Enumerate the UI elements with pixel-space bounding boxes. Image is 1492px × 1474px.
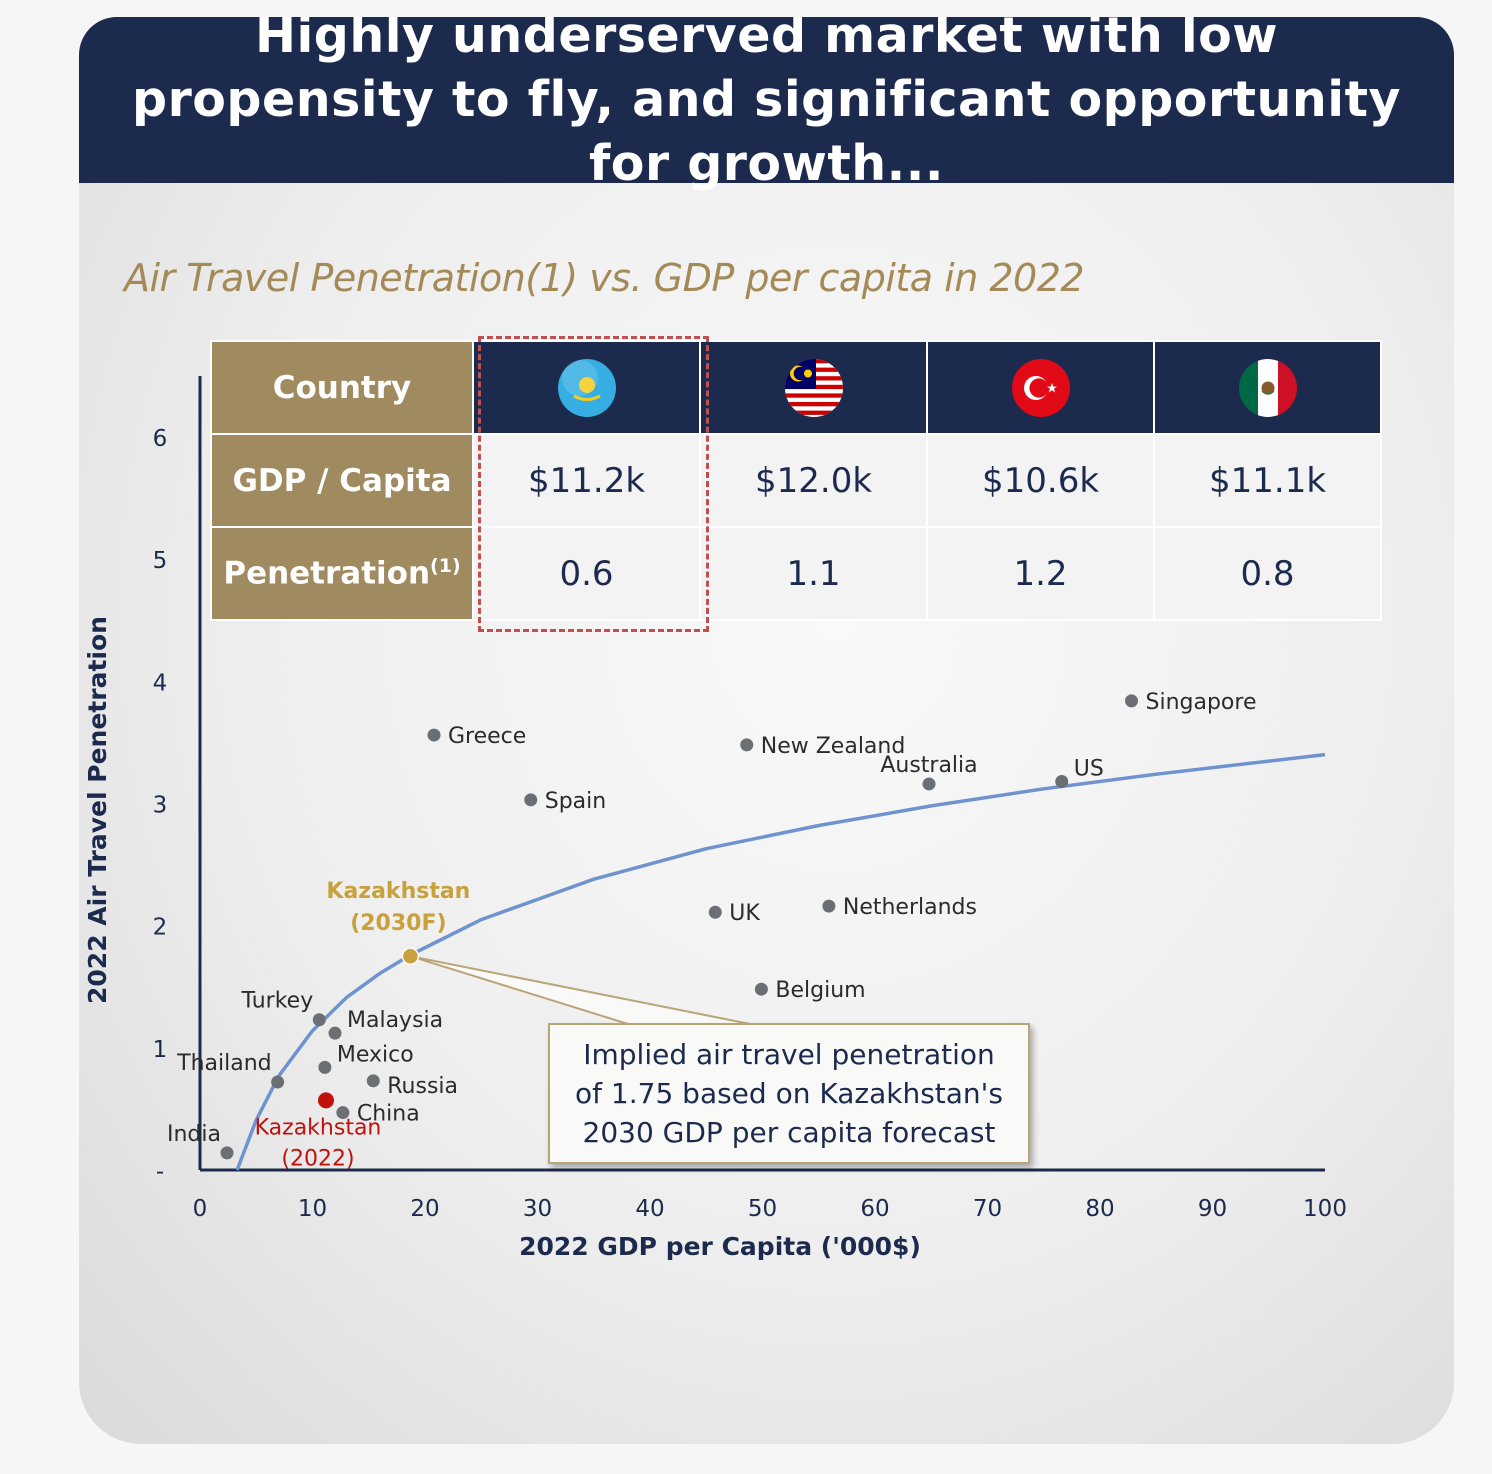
row-header-country: Country bbox=[210, 340, 474, 435]
point-label: Malaysia bbox=[347, 1008, 443, 1033]
point-label: Singapore bbox=[1146, 690, 1257, 715]
y-tick-label: - bbox=[156, 1159, 164, 1185]
x-tick-label: 30 bbox=[523, 1196, 552, 1222]
y-tick-label: 1 bbox=[153, 1037, 168, 1063]
table-cell-penetration: 1.1 bbox=[699, 526, 928, 621]
x-tick-label: 100 bbox=[1303, 1196, 1347, 1222]
data-point bbox=[366, 1074, 380, 1088]
point-label: Russia bbox=[387, 1074, 458, 1099]
trendline bbox=[235, 752, 1326, 1171]
malaysia-flag-icon bbox=[784, 358, 843, 417]
y-tick-label: 2 bbox=[153, 915, 168, 941]
point-label: Thailand bbox=[176, 1051, 271, 1076]
x-tick-label: 50 bbox=[748, 1196, 777, 1222]
table-cell-gdp: $12.0k bbox=[699, 433, 928, 528]
point-label: New Zealand bbox=[761, 734, 906, 759]
point-label: India bbox=[167, 1122, 221, 1147]
y-axis-title: 2022 Air Travel Penetration bbox=[83, 616, 112, 1004]
table-cell-penetration: 1.2 bbox=[926, 526, 1155, 621]
kazakhstan-2030f-label-year: (2030F) bbox=[350, 911, 446, 936]
data-point bbox=[1125, 694, 1138, 708]
table-row-gdp: GDP / Capita $11.2k $12.0k $10.6k $11.1k bbox=[210, 433, 1382, 528]
table-cell-gdp: $11.2k bbox=[472, 433, 701, 528]
footnote-marker: (1) bbox=[430, 555, 461, 578]
data-point bbox=[271, 1075, 285, 1089]
table-cell-gdp: $10.6k bbox=[926, 433, 1155, 528]
callout-pointer bbox=[410, 955, 751, 1025]
data-point bbox=[427, 728, 441, 742]
page-title: Highly underserved market with low prope… bbox=[132, 17, 1401, 192]
data-point bbox=[328, 1026, 342, 1040]
x-tick-label: 90 bbox=[1198, 1196, 1227, 1222]
y-tick-label: 5 bbox=[153, 548, 168, 574]
point-label: Australia bbox=[880, 753, 977, 778]
x-tick-label: 20 bbox=[410, 1196, 439, 1222]
point-label: Greece bbox=[448, 724, 526, 749]
kazakhstan-flag-icon bbox=[557, 358, 616, 417]
point-label: US bbox=[1074, 757, 1104, 782]
country-comparison-table: Country bbox=[210, 340, 1382, 621]
x-tick-label: 10 bbox=[298, 1196, 327, 1222]
callout-text: Implied air travel penetration of 1.75 b… bbox=[575, 1038, 1003, 1149]
row-header-penetration-label: Penetration bbox=[223, 555, 431, 592]
point-label: UK bbox=[729, 901, 760, 926]
point-label: Turkey bbox=[241, 989, 314, 1014]
y-tick-label: 6 bbox=[153, 426, 168, 452]
kazakhstan-2030f-label: Kazakhstan bbox=[326, 879, 470, 904]
point-label: Netherlands bbox=[843, 895, 977, 920]
table-cell-gdp: $11.1k bbox=[1153, 433, 1382, 528]
header-banner: Highly underserved market with low prope… bbox=[79, 17, 1454, 192]
data-point bbox=[754, 982, 768, 996]
x-axis-title: 2022 GDP per Capita ('000$) bbox=[519, 1232, 921, 1261]
table-cell-flag bbox=[472, 340, 701, 435]
table-cell-penetration: 0.8 bbox=[1153, 526, 1382, 621]
row-header-penetration: Penetration(1) bbox=[210, 526, 474, 621]
chart-title: Air Travel Penetration(1) vs. GDP per ca… bbox=[124, 256, 1085, 300]
slide-card: Highly underserved market with low prope… bbox=[79, 17, 1454, 1444]
point-label: China bbox=[357, 1102, 420, 1127]
kazakhstan-2022-point bbox=[318, 1092, 334, 1109]
data-point bbox=[220, 1146, 234, 1160]
turkey-flag-icon bbox=[1011, 358, 1070, 417]
mexico-flag-icon bbox=[1238, 358, 1297, 417]
x-tick-label: 0 bbox=[193, 1196, 208, 1222]
x-tick-label: 60 bbox=[860, 1196, 889, 1222]
data-point bbox=[524, 793, 538, 807]
x-tick-label: 40 bbox=[635, 1196, 664, 1222]
kazakhstan-2022-label-year: (2022) bbox=[281, 1146, 354, 1171]
point-label: Mexico bbox=[337, 1042, 414, 1067]
callout-box: Implied air travel penetration of 1.75 b… bbox=[548, 1023, 1030, 1164]
data-point bbox=[740, 738, 754, 752]
table-row-penetration: Penetration(1) 0.6 1.1 1.2 0.8 bbox=[210, 526, 1382, 621]
kazakhstan-2030f-point bbox=[401, 947, 420, 965]
table-row-country: Country bbox=[210, 340, 1382, 435]
table-cell-flag bbox=[699, 340, 928, 435]
point-label: Spain bbox=[545, 789, 606, 814]
x-tick-label: 70 bbox=[973, 1196, 1002, 1222]
y-tick-label: 3 bbox=[153, 793, 168, 819]
kazakhstan-2022-label: Kazakhstan bbox=[255, 1115, 382, 1140]
table-cell-flag bbox=[1153, 340, 1382, 435]
row-header-gdp: GDP / Capita bbox=[210, 433, 474, 528]
data-point bbox=[312, 1013, 326, 1027]
x-tick-label: 80 bbox=[1085, 1196, 1114, 1222]
table-cell-flag bbox=[926, 340, 1155, 435]
point-label: Belgium bbox=[775, 978, 865, 1003]
data-point bbox=[922, 777, 936, 791]
y-tick-label: 4 bbox=[153, 670, 168, 696]
data-point bbox=[822, 899, 836, 913]
data-point bbox=[1055, 775, 1069, 789]
data-point bbox=[318, 1060, 332, 1074]
table-cell-penetration: 0.6 bbox=[472, 526, 701, 621]
data-point bbox=[708, 905, 722, 919]
data-point bbox=[336, 1106, 350, 1120]
